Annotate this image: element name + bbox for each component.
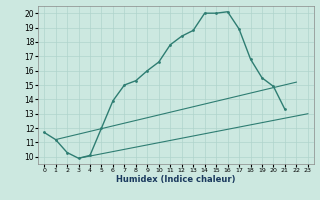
X-axis label: Humidex (Indice chaleur): Humidex (Indice chaleur)	[116, 175, 236, 184]
